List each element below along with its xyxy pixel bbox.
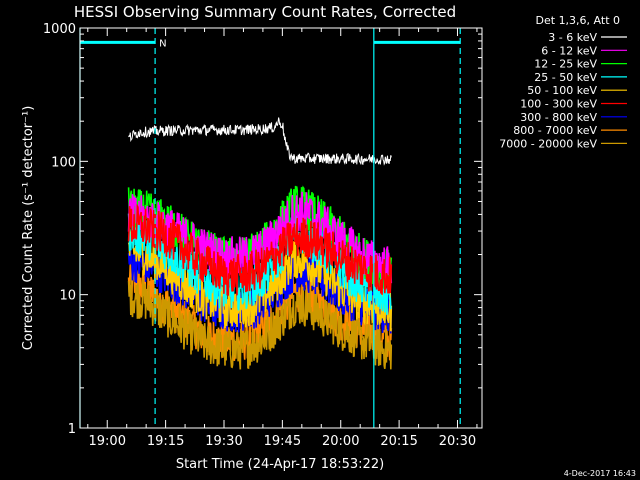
y-tick-label: 10 [59,289,76,304]
legend-label: 100 - 300 keV [520,98,597,111]
legend-title: Det 1,3,6, Att 0 [536,14,620,27]
y-tick-label: 100 [51,155,76,170]
chart-title: HESSI Observing Summary Count Rates, Cor… [74,3,456,21]
legend-label: 7000 - 20000 keV [499,137,597,150]
x-tick-label: 19:30 [205,434,242,449]
x-tick-label: 20:00 [322,434,359,449]
legend-label: 25 - 50 keV [534,71,597,84]
plot-frame [79,27,483,429]
series-line-5 [127,203,393,297]
night-label: N [159,38,166,49]
legend-label: 300 - 800 keV [520,111,597,124]
x-tick-label: 19:15 [147,434,184,449]
y-tick-label: 1 [68,422,76,437]
x-tick-label: 19:00 [89,434,126,449]
axes: 19:00 19:15 19:30 19:45 20:00 20:15 20:30 1 10 10… [43,22,483,449]
y-axis-label: Corrected Count Rate (s⁻¹ detector⁻¹) [21,106,36,351]
x-tick-label: 20:15 [380,434,417,449]
legend-label: 6 - 12 keV [541,44,597,57]
y-tick-label: 1000 [43,22,76,37]
legend-label: 3 - 6 keV [548,31,597,44]
footer-timestamp: 4-Dec-2017 16:43 [564,469,636,478]
series-line-8 [127,276,393,370]
legend-label: 50 - 100 keV [527,84,597,97]
series-line-0 [128,117,392,166]
x-axis-label: Start Time (24-Apr-17 18:53:22) [176,457,384,472]
x-tick-label: 20:30 [439,434,476,449]
legend-label: 12 - 25 keV [534,58,597,71]
x-tick-label: 19:45 [264,434,301,449]
legend-label: 800 - 7000 keV [513,124,597,137]
